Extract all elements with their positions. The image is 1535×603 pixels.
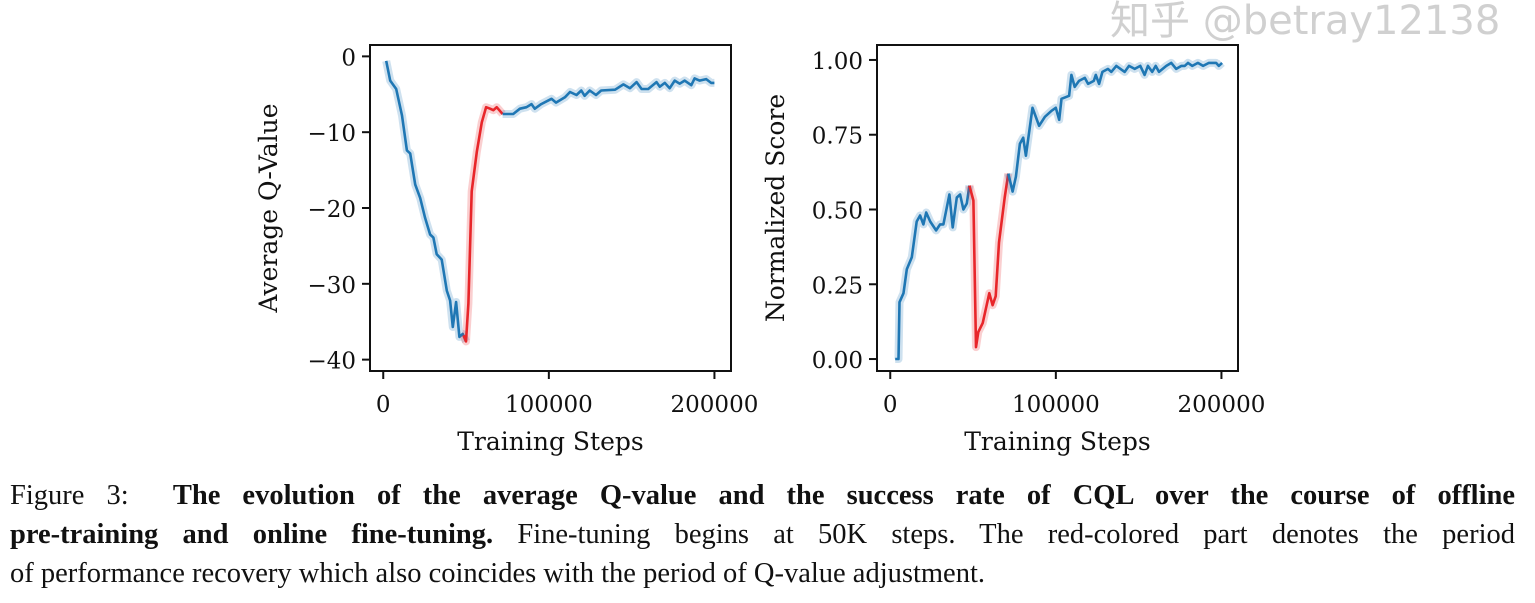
- y-tick-label: −10: [307, 121, 356, 147]
- figure-caption: Figure 3: The evolution of the average Q…: [10, 476, 1515, 593]
- caption-bold-title: The evolution of the average Q-value and…: [172, 480, 1516, 511]
- caption-bold-title-cont: pre-training and online fine-tuning.: [10, 519, 494, 550]
- y-tick-label: 1.00: [812, 49, 863, 75]
- x-tick-label: 100000: [505, 392, 593, 418]
- axes-frame: [876, 44, 1239, 372]
- x-axis-label: Training Steps: [457, 427, 643, 456]
- y-tick-label: 0.25: [812, 273, 863, 299]
- y-tick-label: −20: [307, 197, 356, 223]
- y-axis-label: Normalized Score: [761, 94, 790, 322]
- y-tick-label: 0.00: [812, 348, 863, 374]
- caption-text-cont: of performance recovery which also coinc…: [10, 558, 985, 589]
- y-tick-label: −30: [307, 273, 356, 299]
- figure-label: Figure 3:: [10, 480, 129, 511]
- x-tick-label: 0: [376, 392, 391, 418]
- y-tick-label: 0: [341, 45, 356, 71]
- y-axis-label: Average Q-Value: [254, 103, 283, 313]
- x-tick-label: 100000: [1012, 392, 1100, 418]
- caption-text: Fine-tuning begins at 50K steps. The red…: [517, 519, 1515, 550]
- figure: 0 100000 200000 0 −10 −20 −30 −40 Training Steps…: [254, 44, 1266, 456]
- x-tick-label: 200000: [1178, 392, 1266, 418]
- q-value-plot: 0 100000 200000 0 −10 −20 −30 −40 Training Steps…: [254, 44, 759, 456]
- series-line-1: [462, 105, 504, 343]
- caption-line-2: pre-training and online fine-tuning. Fin…: [10, 515, 1515, 554]
- y-tick-label: 0.50: [812, 198, 863, 224]
- normalized-score-plot: 0 100000 200000 0.00 0.25 0.50 0.75 1.00 Trainin…: [761, 44, 1266, 456]
- x-axis-label: Training Steps: [964, 427, 1150, 456]
- y-tick-label: −40: [307, 349, 356, 375]
- y-tick-label: 0.75: [812, 124, 863, 150]
- series-line-1: [968, 173, 1010, 349]
- series-line-2: [1007, 61, 1223, 193]
- caption-line-3: of performance recovery which also coinc…: [10, 554, 1515, 593]
- series-line-0: [895, 185, 971, 361]
- caption-line-1: Figure 3: The evolution of the average Q…: [10, 476, 1515, 515]
- x-tick-label: 0: [883, 392, 898, 418]
- series-line-2: [502, 77, 715, 116]
- series-line-0: [384, 60, 468, 342]
- confidence-band-2: [1004, 58, 1225, 196]
- x-tick-label: 200000: [671, 392, 759, 418]
